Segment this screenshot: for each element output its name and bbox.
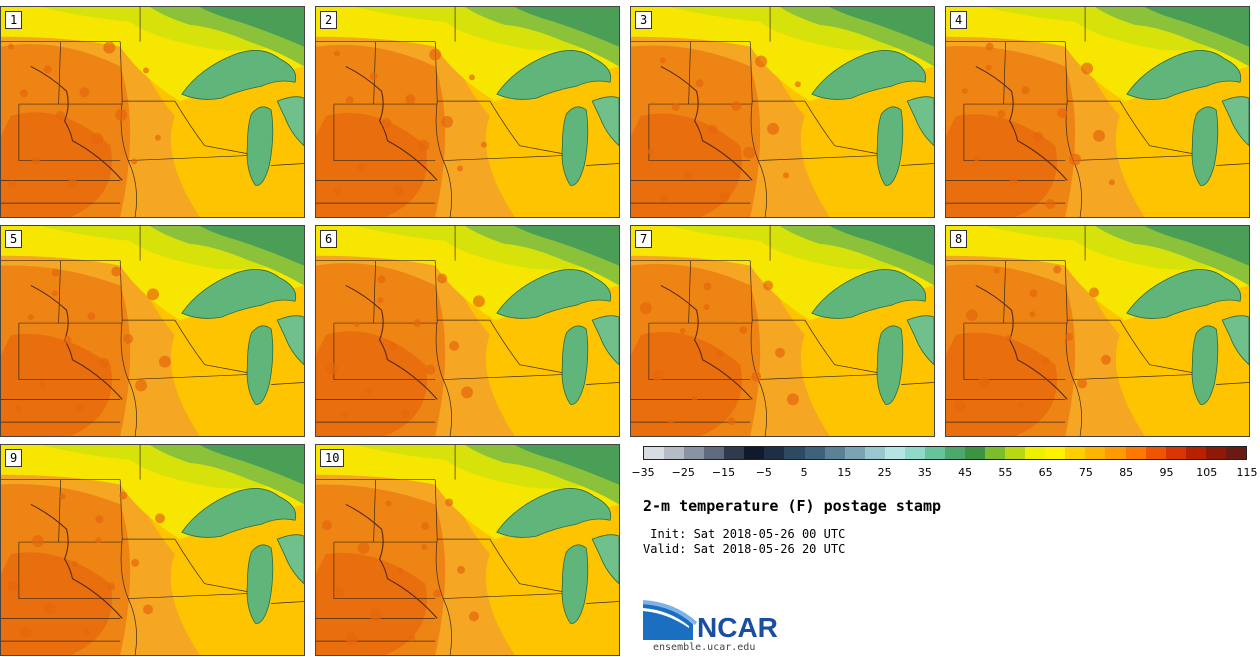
temperature-map <box>316 445 619 655</box>
panel-number: 3 <box>635 11 653 29</box>
map-panel-3: 3 <box>630 6 935 218</box>
colorbar-segment <box>1185 447 1206 459</box>
map-panel-7: 7 <box>630 225 935 437</box>
colorbar-tick-label: 25 <box>877 466 892 479</box>
colorbar-tick-label: 15 <box>837 466 852 479</box>
ncar-logo-text: NCAR <box>697 612 778 643</box>
colorbar-segment <box>1145 447 1166 459</box>
colorbar-tick-label: −35 <box>631 466 655 479</box>
init-time: Init: Sat 2018-05-26 00 UTC <box>643 527 846 541</box>
panel-number: 6 <box>320 230 338 248</box>
colorbar-segment <box>804 447 825 459</box>
colorbar-tick-label: −5 <box>755 466 772 479</box>
panel-number: 7 <box>635 230 653 248</box>
colorbar-tick-label: 45 <box>958 466 973 479</box>
colorbar-segment <box>1225 447 1246 459</box>
colorbar-tick-label: 5 <box>800 466 808 479</box>
valid-time: Valid: Sat 2018-05-26 20 UTC <box>643 542 846 556</box>
colorbar-segment <box>1125 447 1146 459</box>
map-panel-4: 4 <box>945 6 1250 218</box>
colorbar-tick-label: −15 <box>711 466 736 479</box>
colorbar-segment <box>684 447 705 459</box>
colorbar-segment <box>864 447 885 459</box>
panel-number: 4 <box>950 11 968 29</box>
colorbar-tick-label: 115 <box>1236 466 1258 479</box>
colorbar-segment <box>824 447 845 459</box>
panel-number: 5 <box>5 230 23 248</box>
colorbar-segment <box>724 447 745 459</box>
colorbar-segment <box>1045 447 1066 459</box>
ncar-logo-icon <box>643 600 697 640</box>
colorbar-segment <box>1025 447 1046 459</box>
temperature-map <box>316 7 619 217</box>
temperature-map <box>631 226 934 436</box>
figure-title: 2-m temperature (F) postage stamp <box>643 497 942 515</box>
colorbar-segment <box>965 447 986 459</box>
colorbar-tick-label: 75 <box>1078 466 1093 479</box>
colorbar-segment <box>1165 447 1186 459</box>
colorbar-segment <box>1205 447 1226 459</box>
panel-number: 8 <box>950 230 968 248</box>
temperature-map <box>946 226 1249 436</box>
colorbar-segment <box>1005 447 1026 459</box>
panel-number: 10 <box>320 449 345 467</box>
colorbar-tick-label: 55 <box>998 466 1013 479</box>
colorbar-tick-label: −25 <box>671 466 695 479</box>
colorbar-segment <box>644 447 665 459</box>
colorbar-tick-label: 35 <box>917 466 932 479</box>
panel-number: 9 <box>5 449 23 467</box>
map-panel-5: 5 <box>0 225 305 437</box>
temperature-colorbar <box>643 446 1247 460</box>
colorbar-segment <box>944 447 965 459</box>
temperature-map <box>316 226 619 436</box>
panel-number: 1 <box>5 11 23 29</box>
panel-number: 2 <box>320 11 338 29</box>
map-panel-2: 2 <box>315 6 620 218</box>
colorbar-segment <box>1065 447 1086 459</box>
colorbar-tick-label: 105 <box>1196 466 1218 479</box>
map-panel-6: 6 <box>315 225 620 437</box>
temperature-map <box>1 7 304 217</box>
map-panel-1: 1 <box>0 6 305 218</box>
colorbar-segment <box>764 447 785 459</box>
colorbar-segment <box>884 447 905 459</box>
colorbar-segment <box>1085 447 1106 459</box>
temperature-map <box>946 7 1249 217</box>
colorbar-tick-label: 85 <box>1119 466 1134 479</box>
colorbar-segment <box>844 447 865 459</box>
colorbar-segment <box>904 447 925 459</box>
map-panel-10: 10 <box>315 444 620 656</box>
ensemble-url: ensemble.ucar.edu <box>653 642 756 653</box>
colorbar-tick-label: 95 <box>1159 466 1174 479</box>
colorbar-segment <box>704 447 725 459</box>
map-panel-9: 9 <box>0 444 305 656</box>
map-panel-8: 8 <box>945 225 1250 437</box>
colorbar-segment <box>1105 447 1126 459</box>
colorbar-segment <box>924 447 945 459</box>
colorbar-segment <box>784 447 805 459</box>
temperature-map <box>1 445 304 655</box>
colorbar-tick-labels: −35 −25 −15 −5 5 15 25 35 45 55 65 75 85 95 105 115 <box>631 466 1257 480</box>
colorbar-segment <box>744 447 765 459</box>
colorbar-segment <box>664 447 685 459</box>
temperature-map <box>1 226 304 436</box>
colorbar-tick-label: 65 <box>1038 466 1053 479</box>
colorbar-segment <box>985 447 1006 459</box>
temperature-map <box>631 7 934 217</box>
